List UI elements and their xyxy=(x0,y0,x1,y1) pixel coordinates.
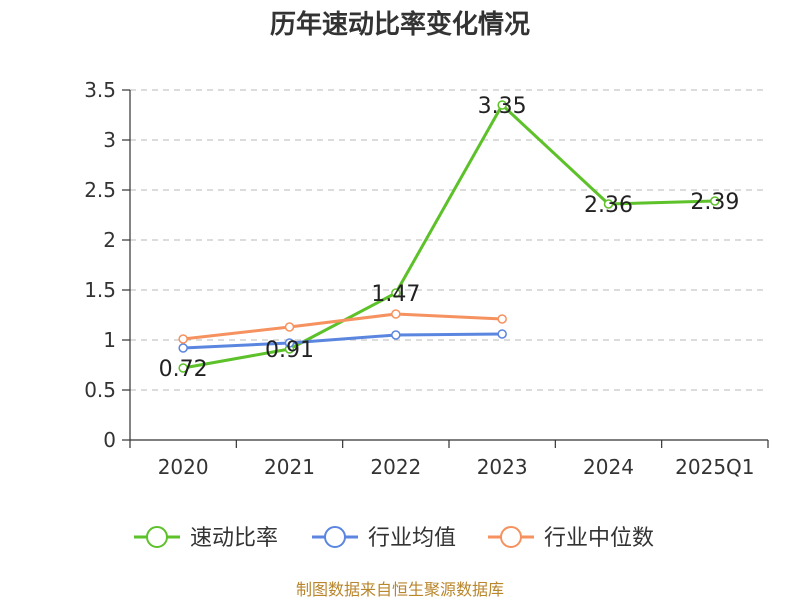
series-3 xyxy=(178,309,507,344)
legend: 速动比率 行业均值 行业中位数 xyxy=(134,526,654,551)
data-point xyxy=(497,314,507,324)
series-1 xyxy=(178,100,720,373)
legend-marker xyxy=(324,526,346,548)
chart-title: 历年速动比率变化情况 xyxy=(269,10,530,40)
series-group xyxy=(178,100,720,373)
data-point xyxy=(497,100,507,110)
data-point xyxy=(178,363,188,373)
legend-item-1: 速动比率 xyxy=(134,526,278,551)
data-label: 0.91 xyxy=(265,338,314,363)
y-tick-label: 1 xyxy=(103,328,116,352)
axes xyxy=(122,89,769,448)
x-tick-labels: 2020 2021 2022 2023 2024 2025Q1 xyxy=(158,455,755,479)
data-point xyxy=(710,196,720,206)
legend-marker xyxy=(500,526,522,548)
grid-lines xyxy=(130,89,768,391)
legend-label: 速动比率 xyxy=(190,526,278,551)
x-tick-label: 2022 xyxy=(370,455,421,479)
y-tick-label: 0.5 xyxy=(84,378,116,402)
data-label: 0.72 xyxy=(159,357,208,382)
y-tick-label: 3.5 xyxy=(84,78,116,102)
data-point xyxy=(284,338,295,348)
data-point xyxy=(178,334,188,344)
y-tick-label: 2.5 xyxy=(84,178,116,202)
data-point xyxy=(603,199,614,209)
data-point xyxy=(391,288,401,298)
y-tick-label: 1.5 xyxy=(84,278,116,302)
x-tick-label: 2020 xyxy=(158,455,209,479)
series-line xyxy=(182,103,715,370)
legend-marker xyxy=(146,526,168,548)
data-point xyxy=(391,309,401,319)
data-point xyxy=(284,322,295,332)
x-tick-label: 2023 xyxy=(477,455,528,479)
data-label: 2.39 xyxy=(690,190,739,215)
legend-label: 行业中位数 xyxy=(544,526,654,551)
legend-item-2: 行业均值 xyxy=(312,526,456,551)
data-labels: 0.72 0.91 1.47 3.35 2.36 2.39 xyxy=(159,94,740,382)
y-tick-label: 0 xyxy=(103,428,116,452)
x-tick-label: 2021 xyxy=(264,455,315,479)
data-point xyxy=(497,329,507,339)
data-point xyxy=(391,330,401,340)
series-line xyxy=(182,312,503,341)
series-line xyxy=(183,332,503,350)
data-point xyxy=(178,343,188,353)
x-tick-label: 2024 xyxy=(583,455,634,479)
y-tick-label: 2 xyxy=(103,228,116,252)
legend-label: 行业均值 xyxy=(368,526,456,551)
y-tick-label: 3 xyxy=(103,128,116,152)
y-tick-labels: 0 0.5 1 1.5 2 2.5 3 3.5 xyxy=(84,78,116,452)
legend-item-3: 行业中位数 xyxy=(488,526,654,551)
x-tick-label: 2025Q1 xyxy=(675,455,754,479)
data-label: 1.47 xyxy=(371,282,420,307)
data-label: 2.36 xyxy=(584,193,633,218)
series-2 xyxy=(178,329,507,353)
data-source-note: 制图数据来自恒生聚源数据库 xyxy=(295,580,504,599)
data-label: 3.35 xyxy=(478,94,527,119)
